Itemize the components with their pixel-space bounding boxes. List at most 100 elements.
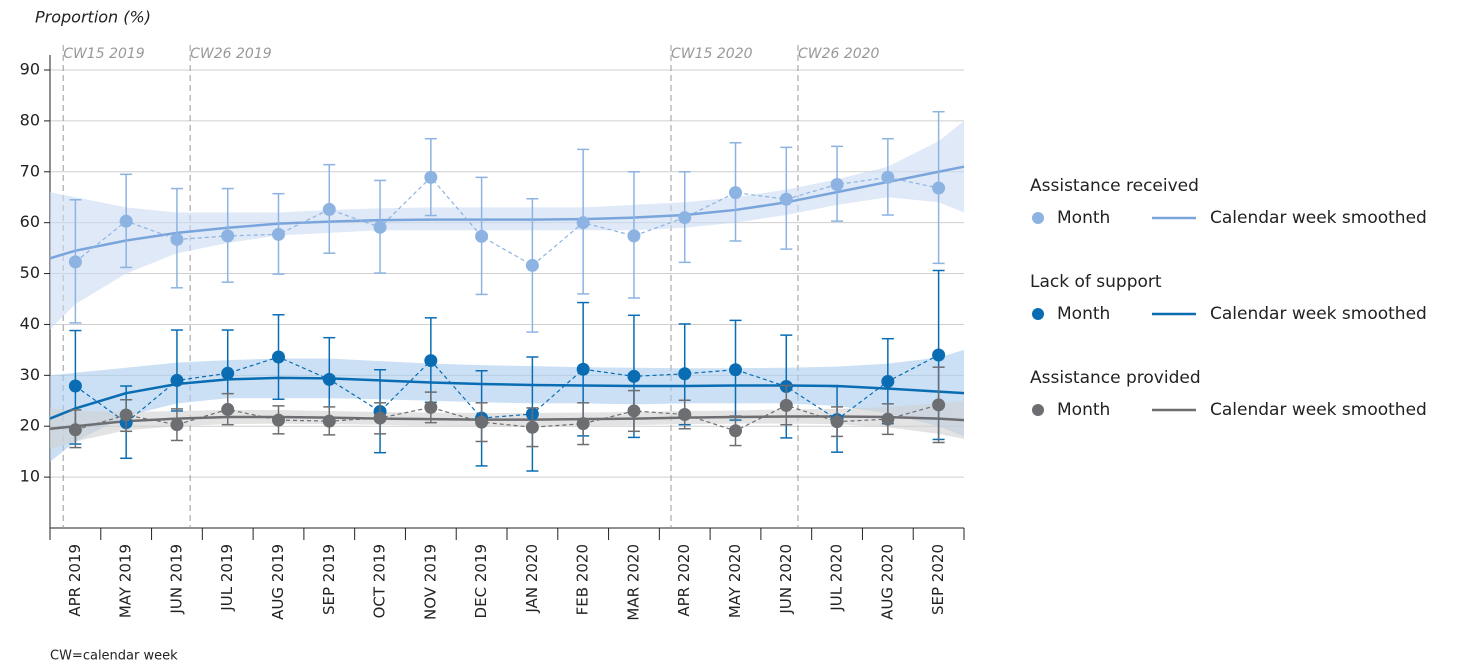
month-point xyxy=(576,362,590,376)
month-point xyxy=(627,404,641,418)
x-tick-label: JUL 2019 xyxy=(218,544,236,612)
x-tick-label: DEC 2019 xyxy=(472,544,490,618)
legend-title: Lack of support xyxy=(1030,272,1162,292)
month-point xyxy=(272,413,285,427)
x-tick-label: MAY 2019 xyxy=(117,544,135,618)
legend-label: Calendar week smoothed xyxy=(1210,400,1427,420)
month-point xyxy=(424,170,438,184)
month-point xyxy=(475,229,489,243)
legend-marker xyxy=(1032,404,1044,416)
legend-title: Assistance received xyxy=(1030,176,1199,196)
reference-label: CW15 2020 xyxy=(671,46,753,62)
x-tick-label: JUN 2019 xyxy=(167,544,185,615)
month-point xyxy=(678,408,692,422)
confidence-band xyxy=(50,120,964,330)
month-connector xyxy=(75,404,939,432)
month-point xyxy=(729,186,742,200)
month-point xyxy=(729,363,742,377)
y-tick-label: 90 xyxy=(20,60,40,79)
y-tick-label: 50 xyxy=(20,263,40,282)
legend-marker xyxy=(1032,212,1044,224)
legend-label: Month xyxy=(1057,208,1110,228)
x-tick-label: FEB 2020 xyxy=(574,544,592,615)
reference-label: CW26 2020 xyxy=(798,46,880,62)
month-point xyxy=(678,211,692,225)
month-point xyxy=(525,420,539,434)
month-point xyxy=(830,415,844,429)
month-point xyxy=(68,379,82,393)
month-point xyxy=(322,202,336,216)
x-tick-label: APR 2019 xyxy=(66,544,84,617)
month-point xyxy=(170,418,184,432)
month-point xyxy=(68,255,82,269)
legend-label: Calendar week smoothed xyxy=(1210,304,1427,324)
month-point xyxy=(881,412,895,426)
y-tick-label: 10 xyxy=(20,467,40,486)
footnote: CW=calendar week xyxy=(50,649,178,664)
month-point xyxy=(576,216,590,230)
legend-marker xyxy=(1032,308,1044,320)
month-connector xyxy=(75,176,939,267)
month-point xyxy=(576,417,590,431)
reference-label: CW26 2019 xyxy=(190,46,272,62)
x-tick-label: OCT 2019 xyxy=(371,544,389,618)
x-tick-label: MAR 2020 xyxy=(624,544,642,621)
smoothed-line xyxy=(49,415,965,431)
month-point xyxy=(221,229,235,243)
month-point xyxy=(729,424,742,438)
month-point xyxy=(119,408,133,422)
y-tick-label: 20 xyxy=(20,416,40,435)
month-point xyxy=(424,400,438,414)
month-point xyxy=(525,258,539,272)
legend-title: Assistance provided xyxy=(1030,368,1201,388)
month-point xyxy=(932,398,946,412)
month-point xyxy=(424,354,438,368)
month-point xyxy=(627,369,641,383)
x-tick-label: JUL 2020 xyxy=(828,544,846,612)
x-tick-label: AUG 2020 xyxy=(878,544,896,620)
x-tick-label: NOV 2019 xyxy=(421,544,439,620)
month-point xyxy=(170,232,184,246)
x-tick-label: JUN 2020 xyxy=(777,544,795,615)
month-point xyxy=(373,220,387,234)
month-point xyxy=(830,178,844,191)
legend-label: Month xyxy=(1057,400,1110,420)
month-point xyxy=(322,372,336,386)
x-tick-label: SEP 2020 xyxy=(929,544,947,615)
x-tick-label: AUG 2019 xyxy=(269,544,287,620)
y-tick-label: 70 xyxy=(20,161,40,180)
month-point xyxy=(779,192,793,206)
x-tick-label: APR 2020 xyxy=(675,544,693,617)
x-tick-label: MAY 2020 xyxy=(726,544,744,618)
y-tick-label: 80 xyxy=(20,110,40,129)
month-point xyxy=(779,398,793,412)
y-tick-label: 40 xyxy=(20,314,40,333)
month-point xyxy=(627,229,641,243)
confidence-band xyxy=(50,349,964,462)
month-point xyxy=(373,411,387,425)
month-point xyxy=(322,414,336,428)
month-point xyxy=(932,181,946,195)
month-point xyxy=(221,366,235,380)
month-point xyxy=(68,423,82,437)
month-point xyxy=(272,350,285,364)
month-point xyxy=(170,373,184,387)
month-point xyxy=(475,415,489,429)
month-point xyxy=(119,214,133,228)
smoothed-line xyxy=(49,376,965,420)
month-point xyxy=(678,367,692,381)
legend-label: Month xyxy=(1057,304,1110,324)
month-point xyxy=(932,348,946,362)
x-tick-label: SEP 2019 xyxy=(320,544,338,615)
reference-label: CW15 2019 xyxy=(63,46,145,62)
y-tick-label: 60 xyxy=(20,212,40,231)
month-point xyxy=(272,227,285,241)
legend-label: Calendar week smoothed xyxy=(1210,208,1427,228)
month-point xyxy=(881,374,895,388)
month-point xyxy=(221,402,235,416)
x-tick-label: JAN 2020 xyxy=(523,544,541,614)
month-connector xyxy=(75,354,939,424)
smoothed-line xyxy=(49,165,965,260)
y-tick-label: 30 xyxy=(20,365,40,384)
